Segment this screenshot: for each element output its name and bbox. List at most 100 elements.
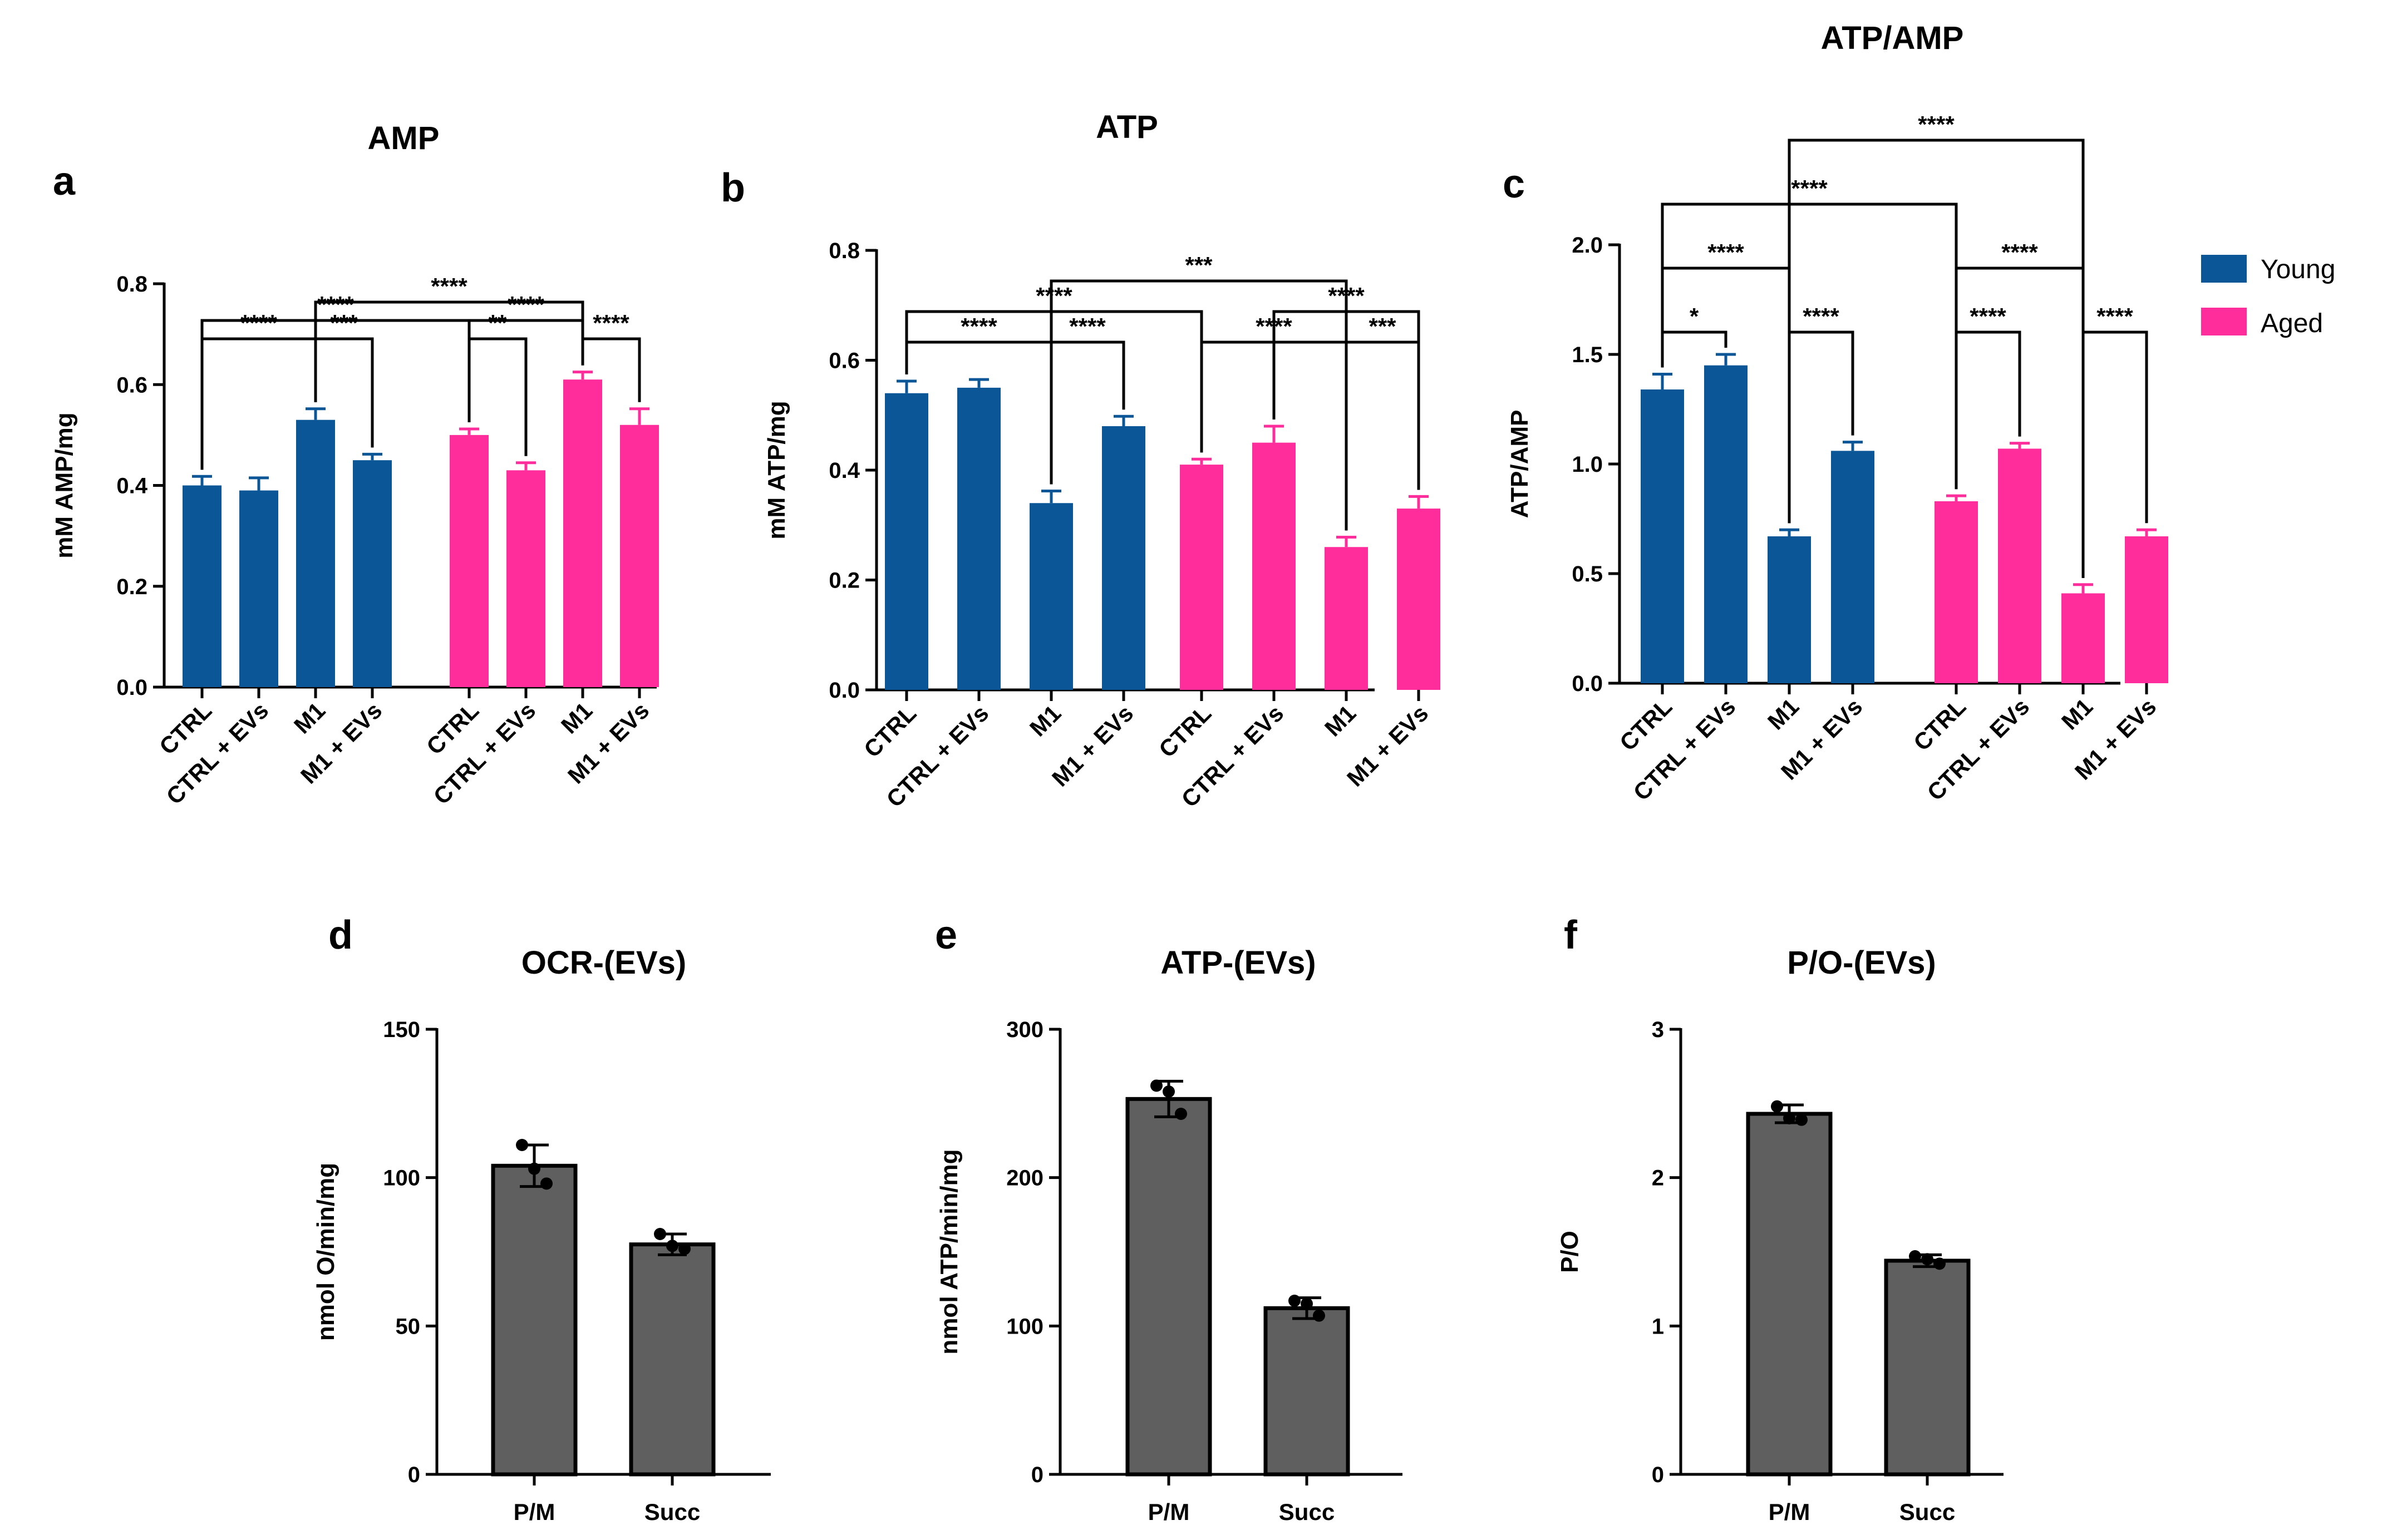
data-point-p-m xyxy=(1771,1100,1783,1113)
significance-label: **** xyxy=(1036,283,1072,309)
y-axis-label: nmol O/min/mg xyxy=(312,1163,339,1341)
y-tick-label: 3 xyxy=(1652,1018,1664,1042)
legend-swatch-aged xyxy=(2201,308,2247,335)
significance-label: *** xyxy=(1369,313,1396,339)
bar-aged-ctrl xyxy=(1935,501,1978,683)
y-axis-label: nmol ATP/min/mg xyxy=(936,1149,963,1354)
significance-label: **** xyxy=(1707,239,1744,265)
y-tick-label: 100 xyxy=(383,1166,420,1191)
y-tick-label: 0.6 xyxy=(829,349,860,373)
y-tick-label: 0 xyxy=(1031,1463,1044,1487)
significance-label: **** xyxy=(2001,239,2038,265)
significance-label: **** xyxy=(1918,111,1955,137)
bar-aged-m1-evs xyxy=(620,425,659,687)
significance-label: **** xyxy=(593,310,629,336)
y-tick-label: 0.0 xyxy=(116,675,147,700)
chart-ocr-evs: OCR-(EVs) 0 50 100 150 nmol O/min/mg P/M Succ xyxy=(312,945,771,1525)
panel-letter-f: f xyxy=(1564,913,1578,957)
y-tick-label: 0.5 xyxy=(1572,562,1603,586)
y-tick-label: 0.4 xyxy=(116,474,147,498)
significance-bracket xyxy=(314,300,584,402)
significance-label: ** xyxy=(489,310,507,336)
bar-young-ctrl xyxy=(885,393,928,690)
data-point-succ xyxy=(1313,1309,1325,1322)
y-axis-label: P/O xyxy=(1556,1231,1583,1273)
chart-title: ATP/AMP xyxy=(1821,20,1964,56)
y-axis-label: mM AMP/mg xyxy=(51,412,78,558)
significance-label: **** xyxy=(1970,303,2006,329)
significance-bracket xyxy=(200,319,471,470)
panel-letter-d: d xyxy=(328,913,353,957)
x-tick-label: M1 xyxy=(1025,700,1066,742)
legend-label-young: Young xyxy=(2261,255,2335,284)
significance-bracket xyxy=(905,310,1203,453)
data-point-p-m xyxy=(528,1162,540,1175)
chart-title: ATP-(EVs) xyxy=(1160,945,1316,981)
bar-p-m xyxy=(1746,1112,1833,1477)
panel-letter-a: a xyxy=(53,159,76,204)
data-point-succ xyxy=(1301,1297,1313,1310)
y-axis-label: mM ATP/mg xyxy=(763,401,790,539)
x-tick-label: CTRL xyxy=(859,700,921,762)
legend-label-aged: Aged xyxy=(2261,309,2323,338)
significance-label: **** xyxy=(508,292,544,318)
bar-young-m1 xyxy=(296,419,335,687)
y-axis-label: ATP/AMP xyxy=(1506,410,1533,519)
data-point-succ xyxy=(666,1240,678,1252)
y-tick-label: 2 xyxy=(1652,1166,1664,1191)
chart-title: OCR-(EVs) xyxy=(521,945,686,981)
y-tick-label: 0.2 xyxy=(829,569,860,593)
significance-label: **** xyxy=(431,273,467,299)
y-tick-label: 0.0 xyxy=(1572,672,1603,696)
x-tick-label: CTRL xyxy=(1908,693,1971,756)
bar-aged-ctrl xyxy=(1180,465,1223,690)
panel-letter-c: c xyxy=(1503,162,1525,206)
bar-succ xyxy=(629,1242,716,1477)
bar-succ xyxy=(1263,1306,1350,1477)
data-point-succ xyxy=(678,1242,691,1255)
x-tick-label: M1 xyxy=(2056,693,2098,735)
y-tick-label: 0.6 xyxy=(116,373,147,397)
y-tick-label: 200 xyxy=(1006,1166,1044,1191)
panel-letter-e: e xyxy=(935,913,957,957)
x-tick-label: M1 xyxy=(289,697,331,739)
y-tick-label: 300 xyxy=(1006,1018,1044,1042)
data-point-succ xyxy=(654,1228,666,1240)
x-tick-label: CTRL xyxy=(1615,693,1677,756)
x-tick-label: P/M xyxy=(1769,1499,1810,1525)
data-point-succ xyxy=(1933,1257,1946,1270)
bar-young-m1 xyxy=(1030,503,1073,690)
data-point-p-m xyxy=(540,1177,553,1190)
bar-aged-ctrl-evs xyxy=(1252,442,1296,690)
significance-label: *** xyxy=(330,310,358,336)
bar-young-ctrl xyxy=(183,485,222,687)
data-point-p-m xyxy=(1175,1108,1187,1120)
chart-title: ATP xyxy=(1096,109,1158,145)
y-tick-label: 100 xyxy=(1006,1314,1044,1339)
x-tick-label: Succ xyxy=(1279,1499,1335,1525)
y-tick-label: 0.2 xyxy=(116,575,147,599)
y-tick-label: 0.8 xyxy=(116,272,147,297)
significance-label: * xyxy=(1690,303,1699,329)
bar-aged-m1 xyxy=(563,379,602,687)
x-tick-label: M1 xyxy=(1320,700,1361,742)
data-point-p-m xyxy=(1150,1079,1163,1092)
significance-label: **** xyxy=(240,310,277,336)
y-tick-label: 0.4 xyxy=(829,458,860,483)
significance-bracket xyxy=(1788,139,2085,578)
bar-aged-ctrl-evs xyxy=(506,470,545,687)
bar-aged-ctrl-evs xyxy=(1998,448,2041,683)
bar-aged-m1-evs xyxy=(1397,509,1440,690)
bar-aged-m1 xyxy=(1325,547,1368,690)
y-tick-label: 1.0 xyxy=(1572,452,1603,477)
bar-aged-ctrl xyxy=(450,435,489,687)
x-tick-label: P/M xyxy=(1148,1499,1190,1525)
data-point-succ xyxy=(1921,1253,1933,1266)
bar-young-m1 xyxy=(1768,536,1811,683)
y-tick-label: 150 xyxy=(383,1018,420,1042)
significance-label: **** xyxy=(961,313,997,339)
